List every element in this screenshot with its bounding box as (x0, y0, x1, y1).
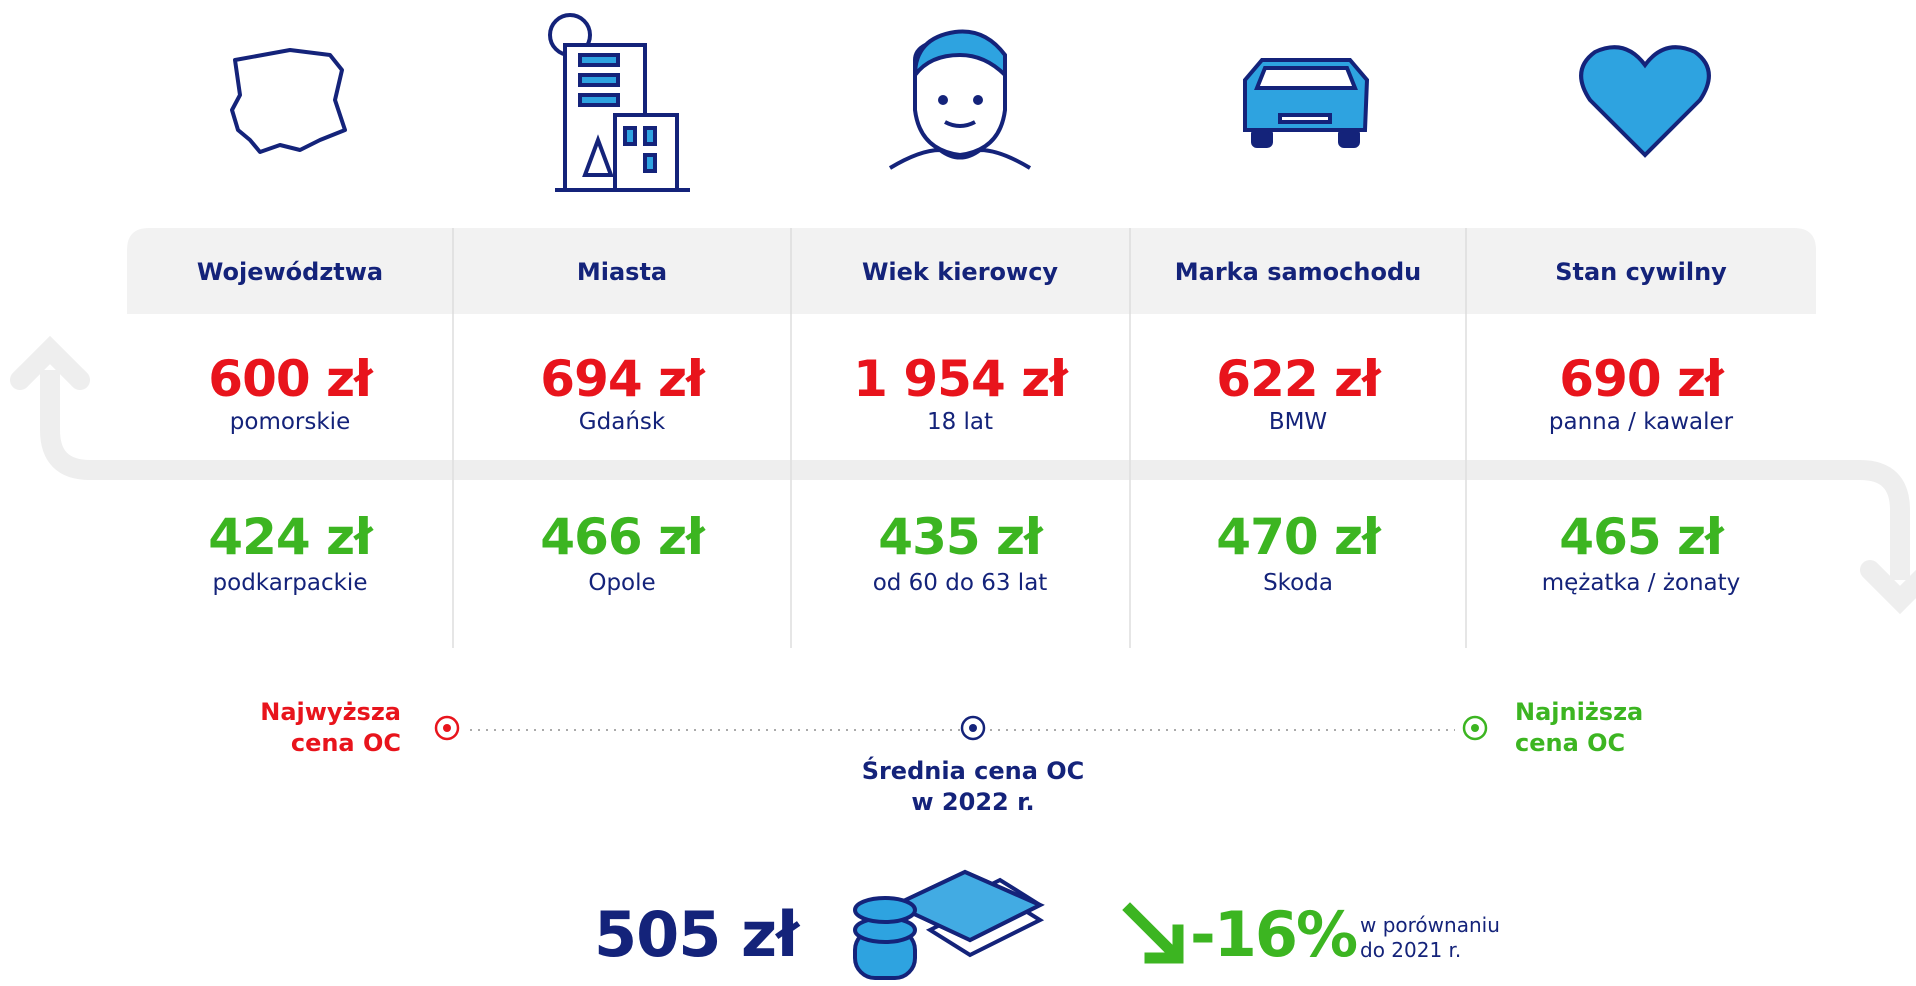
dividers (452, 228, 1467, 648)
lowest-value: 465 zł (1559, 508, 1723, 566)
highest-label: Gdańsk (578, 409, 666, 435)
highest-value: 694 zł (540, 350, 704, 408)
comparison: w porównaniu do 2021 r. (1360, 913, 1500, 962)
change: -16% (1190, 898, 1358, 971)
average-price: 505 zł (594, 898, 799, 971)
marker-high-dot (443, 724, 451, 732)
lowest-value: 470 zł (1216, 508, 1380, 566)
column-header: Wiek kierowcy (861, 258, 1059, 286)
icon-money (853, 869, 1045, 980)
legend-lowest: Najniższa cena OC (1515, 698, 1644, 757)
lowest-label: mężatka / żonaty (1541, 570, 1741, 596)
marker-low-dot (1471, 724, 1479, 732)
legend-average: Średnia cena OC w 2022 r. (861, 757, 1085, 816)
icon-driver (888, 29, 1032, 170)
header-band (127, 228, 1816, 314)
lowest-label: od 60 do 63 lat (872, 570, 1048, 596)
highest-value: 600 zł (208, 350, 372, 408)
icon-car (1243, 58, 1370, 148)
arrow-head-down (1860, 560, 1916, 615)
icon-city (548, 13, 690, 192)
column-header: Marka samochodu (1174, 258, 1422, 286)
lowest-value: 466 zł (540, 508, 704, 566)
lowest-label: Skoda (1263, 570, 1333, 596)
column-header: Miasta (576, 258, 668, 286)
highest-label: panna / kawaler (1548, 409, 1734, 435)
down-arrow (1122, 902, 1184, 964)
lowest-value: 424 zł (208, 508, 372, 566)
column-header: Stan cywilny (1555, 258, 1727, 286)
lowest-label: podkarpackie (212, 570, 368, 596)
column-header: Województwa (196, 258, 384, 286)
loop-arrow (40, 370, 1910, 580)
highest-label: BMW (1268, 409, 1328, 435)
lowest-label: Opole (588, 570, 656, 596)
arrow-head-up (10, 335, 90, 390)
marker-avg-dot (969, 724, 977, 732)
highest-label: 18 lat (926, 409, 994, 435)
highest-value: 690 zł (1559, 350, 1723, 408)
icon-heart (1579, 45, 1711, 158)
highest-label: pomorskie (229, 409, 351, 435)
highest-value: 1 954 zł (853, 350, 1068, 408)
icon-map (230, 48, 347, 154)
highest-value: 622 zł (1216, 350, 1380, 408)
lowest-value: 435 zł (878, 508, 1042, 566)
legend-highest: Najwyższa cena OC (260, 698, 401, 757)
